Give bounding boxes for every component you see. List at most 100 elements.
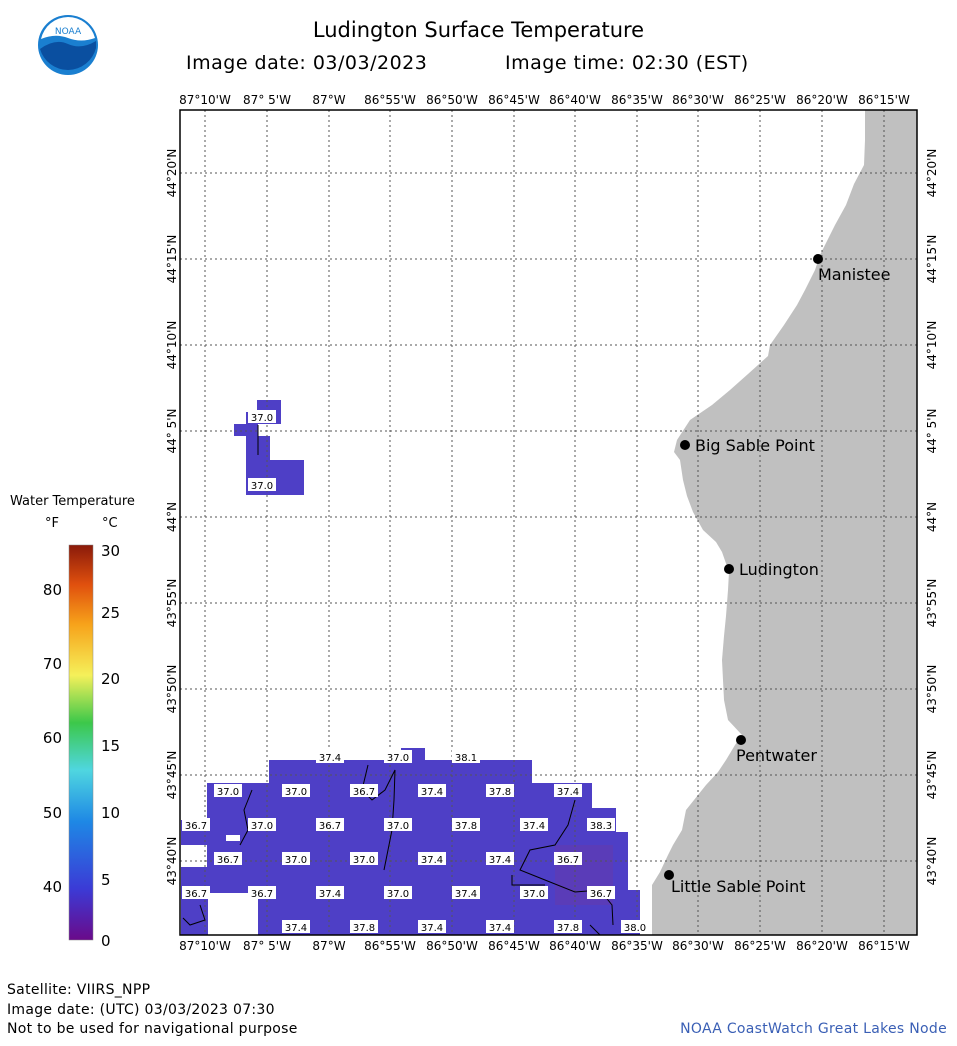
temperature-label: 36.7 [248,886,276,900]
temperature-label: 36.7 [554,852,582,866]
lon-label-top: 86°40'W [549,93,601,107]
place-markers: Manistee Big Sable Point Ludington Pentw… [664,254,891,896]
temperature-label: 36.7 [214,852,242,866]
temperature-value: 37.0 [285,787,307,798]
temperature-label: 37.0 [520,886,548,900]
logo-gull [41,17,95,41]
lon-label-bottom: 86°30'W [672,939,724,953]
lat-label-right: 44°10'N [925,321,939,370]
map-title: Ludington Surface Temperature [312,18,645,42]
temperature-label-box [486,852,514,865]
lat-label-right: 44°15'N [925,235,939,284]
temperature-label-box [248,886,276,899]
lon-label-bottom: 86°45'W [488,939,540,953]
temperature-label: 36.7 [350,784,378,798]
temperature-label-box [418,784,446,797]
temperature-value: 37.0 [285,855,307,866]
temperature-label: 38.1 [452,750,480,764]
temperature-value: 37.8 [557,923,579,934]
temperature-value: 37.4 [557,787,579,798]
temperature-label-box [248,818,276,831]
legend-f-tick: 60 [43,729,62,747]
temperature-label: 37.8 [452,818,480,832]
temperature-value: 37.0 [387,889,409,900]
temperature-label: 37.4 [486,852,514,866]
lat-label-right: 43°55'N [925,579,939,628]
big-sable-point-marker [680,440,690,450]
lon-label-bottom: 87°W [312,939,345,953]
temperature-label: 37.4 [418,784,446,798]
lon-label-bottom: 86°55'W [364,939,416,953]
temperature-value: 37.4 [319,753,341,764]
temperature-value: 37.4 [421,923,443,934]
temperature-label: 38.3 [587,818,615,832]
temperature-label-box [384,818,412,831]
lon-label-top: 86°30'W [672,93,724,107]
legend-c-tick: 20 [101,670,120,688]
temperature-label: 37.8 [486,784,514,798]
temperature-value: 38.3 [590,821,612,832]
temperature-label: 37.4 [486,920,514,934]
temperature-value: 37.0 [251,481,273,492]
temperature-label-box [587,818,615,831]
temperature-label: 37.4 [520,818,548,832]
temperature-value: 37.0 [523,889,545,900]
legend-c-tick: 30 [101,542,120,560]
lon-label-bottom: 86°20'W [796,939,848,953]
temperature-label: 37.4 [316,750,344,764]
footer-satellite: Satellite: VIIRS_NPP [7,982,151,998]
temperature-value: 37.4 [523,821,545,832]
temperature-label-box [554,784,582,797]
legend-c-tick: 5 [101,871,111,889]
place-label-manistee: Manistee [818,265,891,284]
temperature-value: 37.0 [387,753,409,764]
legend-unit-c: °C [102,516,118,531]
temperature-label-box [554,852,582,865]
lon-label-bottom: 86°15'W [858,939,910,953]
lat-label-right: 44°N [925,502,939,532]
temperature-label-box [282,920,310,933]
temperature-gaps [181,783,258,935]
lat-label-right: 43°50'N [925,665,939,714]
little-sable-point-marker [664,870,674,880]
temperature-label-box [452,750,480,763]
temperature-value: 36.7 [319,821,341,832]
temperature-label: 36.7 [316,818,344,832]
place-label-pentwater: Pentwater [736,746,817,765]
temperature-label: 37.0 [350,852,378,866]
temperature-label: 37.0 [248,410,276,424]
temperature-label: 37.8 [554,920,582,934]
lon-label-bottom: 86°25'W [734,939,786,953]
temperature-label-box [282,852,310,865]
image-time: Image time: 02:30 (EST) [505,52,749,74]
temperature-value: 37.8 [489,787,511,798]
lon-label-top: 87° 5'W [243,93,291,107]
footer-disclaimer: Not to be used for navigational purpose [7,1021,298,1037]
temperature-label-box [316,818,344,831]
temperature-label-box [316,886,344,899]
temperature-label: 37.4 [452,886,480,900]
temperature-label: 37.0 [282,852,310,866]
lon-label-top: 86°55'W [364,93,416,107]
ludington-marker [724,564,734,574]
lat-label-left: 44°20'N [165,149,179,198]
temperature-value: 37.0 [353,855,375,866]
logo-wave [40,41,96,70]
lat-label-left: 44°10'N [165,321,179,370]
temperature-label: 37.8 [350,920,378,934]
temperature-value: 36.7 [251,889,273,900]
noaa-logo: NOAA [38,15,98,75]
temperature-label: 37.4 [282,920,310,934]
lon-label-top: 86°15'W [858,93,910,107]
temperature-label-box [248,410,276,423]
temperature-value: 36.7 [590,889,612,900]
temperature-value: 37.0 [387,821,409,832]
lon-label-bottom: 86°35'W [611,939,663,953]
lon-label-top: 86°50'W [426,93,478,107]
temperature-label-box [350,784,378,797]
temperature-label-box [384,750,412,763]
temperature-label: 37.0 [214,784,242,798]
temperature-label-box [452,818,480,831]
temperature-value: 37.0 [251,821,273,832]
